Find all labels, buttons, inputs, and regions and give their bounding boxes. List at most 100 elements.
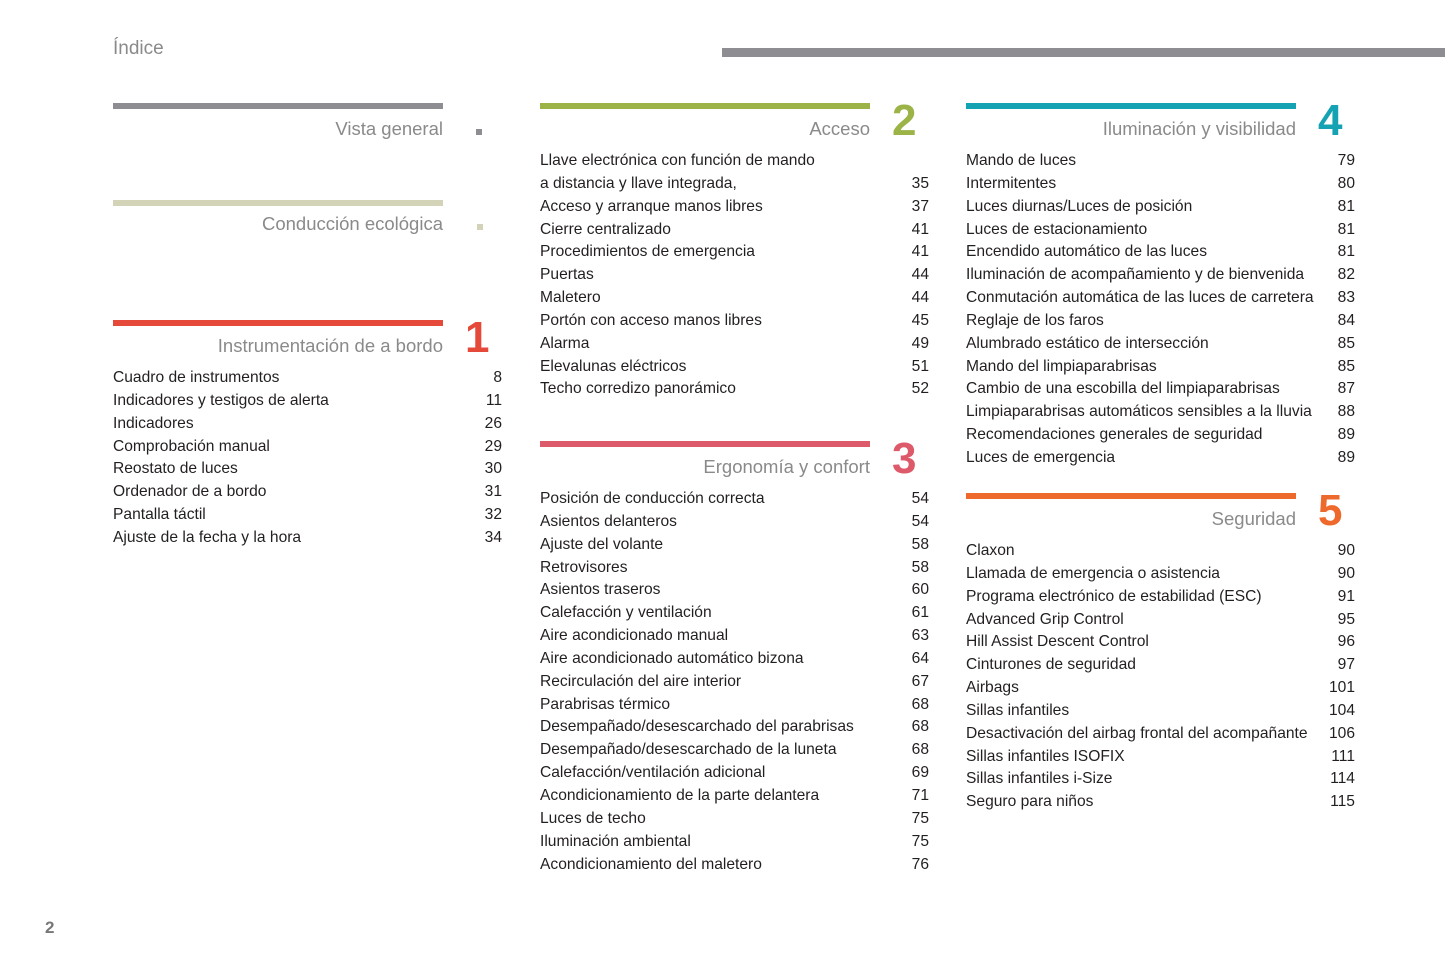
entry-text[interactable]: Desactivación del airbag frontal del aco… <box>966 724 1308 742</box>
entry-page[interactable]: 90 <box>1337 542 1355 559</box>
entry-text[interactable]: Sillas infantiles <box>966 701 1070 719</box>
entry-page[interactable]: 49 <box>911 334 929 352</box>
toc-entry[interactable]: a distancia y llave integrada, 35 <box>540 173 929 196</box>
toc-entry[interactable]: Intermitentes 80 <box>966 173 1355 196</box>
entry-page[interactable]: 31 <box>484 483 502 501</box>
entry-text[interactable]: Indicadores y testigos de alerta <box>113 391 329 409</box>
entry-text[interactable]: Aire acondicionado automático bizona <box>540 649 804 667</box>
toc-entry[interactable]: Conmutación automática de las luces de c… <box>966 287 1355 310</box>
entry-text[interactable]: Intermitentes <box>966 174 1057 192</box>
section-title[interactable]: Ergonomía y confort <box>703 456 870 477</box>
entry-page[interactable]: 67 <box>911 672 929 690</box>
section-title[interactable]: Conducción ecológica <box>261 213 443 234</box>
entry-page[interactable]: 37 <box>911 197 929 215</box>
entry-text[interactable]: Ajuste de la fecha y la hora <box>113 528 302 546</box>
entry-page[interactable]: 44 <box>911 289 929 307</box>
entry-page[interactable]: 80 <box>1337 174 1355 192</box>
toc-entry[interactable]: Mando de luces 79 <box>966 150 1355 173</box>
entry-page[interactable]: 88 <box>1337 403 1355 421</box>
toc-entry[interactable]: Elevalunas eléctricos 51 <box>540 356 929 379</box>
toc-entry[interactable]: Programa electrónico de estabilidad (ESC… <box>966 586 1355 609</box>
entry-text[interactable]: Recomendaciones generales de seguridad <box>966 426 1263 444</box>
entry-text[interactable]: Alumbrado estático de intersección <box>966 334 1209 352</box>
entry-page[interactable]: 69 <box>911 764 929 782</box>
toc-entry[interactable]: Aire acondicionado manual 63 <box>540 625 929 648</box>
toc-entry[interactable]: Parabrisas térmico 68 <box>540 694 929 717</box>
entry-text[interactable]: Maletero <box>540 289 601 307</box>
toc-entry[interactable]: Acondicionamiento de la parte delantera 7… <box>540 785 929 808</box>
entry-page[interactable]: 32 <box>484 506 502 524</box>
entry-page[interactable]: 114 <box>1330 770 1355 788</box>
entry-text[interactable]: Iluminación ambiental <box>540 832 691 850</box>
entry-page[interactable]: 41 <box>911 243 929 261</box>
toc-entry[interactable]: Acondicionamiento del maletero 76 <box>540 854 929 877</box>
toc-entry[interactable]: Indicadores 26 <box>113 413 502 436</box>
toc-entry[interactable]: Asientos delanteros 54 <box>540 511 929 534</box>
entry-text[interactable]: Parabrisas térmico <box>540 695 670 713</box>
toc-entry[interactable]: Encendido automático de las luces 81 <box>966 241 1355 264</box>
entry-text[interactable]: Ordenador de a bordo <box>113 483 267 501</box>
entry-page[interactable]: 85 <box>1337 334 1355 352</box>
toc-entry[interactable]: Ajuste de la fecha y la hora 34 <box>113 527 502 550</box>
entry-text[interactable]: Programa electrónico de estabilidad (ESC… <box>966 587 1262 605</box>
entry-page[interactable]: 68 <box>911 695 929 713</box>
entry-page[interactable]: 29 <box>484 437 502 455</box>
toc-entry[interactable]: Desactivación del airbag frontal del aco… <box>966 723 1355 746</box>
toc-entry[interactable]: Hill Assist Descent Control 96 <box>966 631 1355 654</box>
entry-page[interactable]: 11 <box>485 391 502 409</box>
entry-page[interactable]: 54 <box>911 490 929 507</box>
entry-text[interactable]: Aire acondicionado manual <box>540 627 729 645</box>
entry-page[interactable]: 30 <box>484 460 502 478</box>
toc-entry[interactable]: Techo corredizo panorámico 52 <box>540 378 929 401</box>
entry-page[interactable]: 8 <box>493 369 502 386</box>
entry-text[interactable]: a distancia y llave integrada, <box>540 174 737 192</box>
entry-text[interactable]: Conmutación automática de las luces de c… <box>966 289 1314 307</box>
entry-text[interactable]: Reostato de luces <box>113 460 238 478</box>
toc-entry[interactable]: Claxon 90 <box>966 540 1355 563</box>
entry-page[interactable]: 79 <box>1337 152 1355 169</box>
entry-page[interactable]: 35 <box>911 174 929 192</box>
entry-page[interactable]: 101 <box>1328 679 1355 697</box>
toc-entry[interactable]: Recirculación del aire interior 67 <box>540 671 929 694</box>
entry-page[interactable]: 111 <box>1331 747 1355 765</box>
entry-page[interactable]: 52 <box>911 380 929 398</box>
entry-text[interactable]: Cierre centralizado <box>540 220 671 238</box>
toc-entry[interactable]: Retrovisores 58 <box>540 557 929 580</box>
entry-text[interactable]: Posición de conducción correcta <box>540 490 765 507</box>
toc-entry[interactable]: Luces de emergencia 89 <box>966 447 1355 470</box>
entry-page[interactable]: 41 <box>911 220 929 238</box>
entry-page[interactable]: 75 <box>911 809 929 827</box>
toc-entry[interactable]: Sillas infantiles 104 <box>966 700 1355 723</box>
entry-text[interactable]: Sillas infantiles i-Size <box>966 770 1113 788</box>
entry-page[interactable]: 83 <box>1337 289 1355 307</box>
entry-page[interactable]: 91 <box>1337 587 1355 605</box>
toc-entry[interactable]: Indicadores y testigos de alerta 11 <box>113 390 502 413</box>
toc-entry[interactable]: Aire acondicionado automático bizona 64 <box>540 648 929 671</box>
toc-entry[interactable]: Maletero 44 <box>540 287 929 310</box>
entry-page[interactable]: 75 <box>911 832 929 850</box>
section-title[interactable]: Instrumentación de a bordo <box>217 335 443 356</box>
entry-text[interactable]: Asientos delanteros <box>540 512 677 530</box>
toc-entry[interactable]: Alarma 49 <box>540 333 929 356</box>
toc-entry[interactable]: Desempañado/desescarchado del parabrisas… <box>540 716 929 739</box>
entry-text[interactable]: Comprobación manual <box>113 437 270 455</box>
toc-entry[interactable]: Cierre centralizado 41 <box>540 219 929 242</box>
entry-page[interactable]: 96 <box>1337 633 1355 651</box>
toc-entry[interactable]: Portón con acceso manos libres 45 <box>540 310 929 333</box>
section-title[interactable]: Iluminación y visibilidad <box>1102 118 1296 139</box>
entry-page[interactable]: 34 <box>484 528 502 546</box>
entry-text[interactable]: Reglaje de los faros <box>966 311 1104 329</box>
entry-page[interactable]: 54 <box>911 512 929 530</box>
entry-page[interactable]: 71 <box>911 786 929 804</box>
entry-page[interactable]: 51 <box>911 357 929 375</box>
entry-text[interactable]: Acceso y arranque manos libres <box>540 197 763 215</box>
entry-text[interactable]: Acondicionamiento de la parte delantera <box>540 786 820 804</box>
toc-entry[interactable]: Calefacción y ventilación 61 <box>540 602 929 625</box>
entry-page[interactable]: 61 <box>911 604 929 622</box>
toc-entry[interactable]: Luces diurnas/Luces de posición 81 <box>966 196 1355 219</box>
entry-page[interactable]: 44 <box>911 266 929 284</box>
section-title[interactable]: Vista general <box>335 118 443 139</box>
entry-page[interactable]: 26 <box>484 414 502 432</box>
entry-page[interactable]: 104 <box>1328 701 1355 719</box>
section-title[interactable]: Seguridad <box>1211 508 1296 529</box>
